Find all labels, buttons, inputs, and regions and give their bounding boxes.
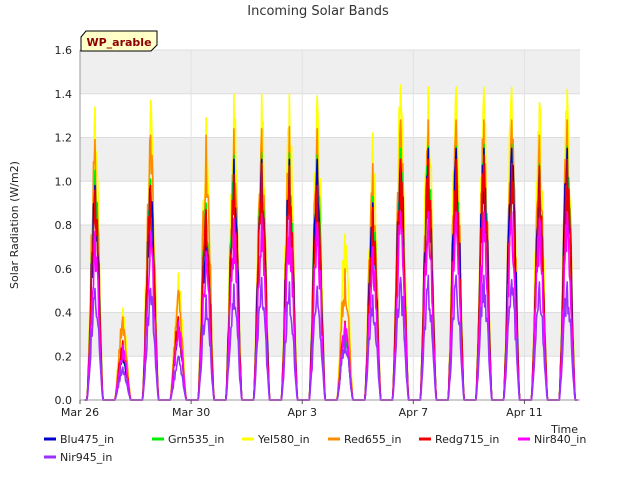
y-tick-label: 1.4 (55, 88, 73, 101)
legend-item-yel580-in: Yel580_in (242, 433, 310, 446)
legend-item-grn535-in: Grn535_in (152, 433, 224, 446)
x-tick-label: Apr 3 (287, 406, 317, 419)
legend-item-nir840-in: Nir840_in (518, 433, 586, 446)
station-badge: WP_arable (80, 30, 158, 52)
y-tick-label: 0.2 (55, 350, 73, 363)
y-tick-label: 1.0 (55, 175, 73, 188)
y-tick-label: 1.6 (55, 44, 73, 57)
legend-item-nir945-in: Nir945_in (44, 451, 112, 464)
grid-band (80, 225, 580, 269)
legend-label: Nir945_in (60, 451, 112, 464)
legend-label: Redg715_in (435, 433, 499, 446)
y-tick-label: 0.6 (55, 263, 73, 276)
x-ticks: Mar 26 Mar 30 Apr 3 Apr 7 Apr 11 (61, 400, 543, 419)
y-tick-label: 1.2 (55, 132, 73, 145)
grid-band (80, 137, 580, 182)
y-axis-label: Solar Radiation (W/m2) (8, 161, 21, 289)
x-tick-label: Apr 11 (506, 406, 543, 419)
legend-item-redg715-in: Redg715_in (419, 433, 499, 446)
badge-text: WP_arable (86, 36, 151, 49)
legend-label: Blu475_in (60, 433, 114, 446)
y-tick-label: 0.0 (55, 394, 73, 407)
x-tick-label: Apr 7 (399, 406, 429, 419)
y-ticks: 0.0 0.2 0.4 0.6 0.8 1.0 1.2 1.4 1.6 (55, 44, 73, 407)
y-tick-label: 0.4 (55, 307, 73, 320)
legend-label: Nir840_in (534, 433, 586, 446)
grid-band (80, 312, 580, 357)
legend-label: Yel580_in (257, 433, 310, 446)
badge-shape (80, 30, 158, 52)
legend-label: Red655_in (344, 433, 401, 446)
y-tick-label: 0.8 (55, 219, 73, 232)
grid-band (80, 50, 580, 94)
legend-item-red655-in: Red655_in (328, 433, 401, 446)
legend-item-blu475-in: Blu475_in (44, 433, 114, 446)
x-tick-label: Mar 30 (172, 406, 210, 419)
x-tick-label: Mar 26 (61, 406, 99, 419)
legend: Blu475_in Grn535_in Yel580_in Red655_in Redg… (44, 433, 586, 464)
axes (79, 50, 580, 401)
chart-title: Incoming Solar Bands (247, 4, 389, 19)
legend-label: Grn535_in (168, 433, 224, 446)
x-axis-label: Time (550, 423, 578, 436)
